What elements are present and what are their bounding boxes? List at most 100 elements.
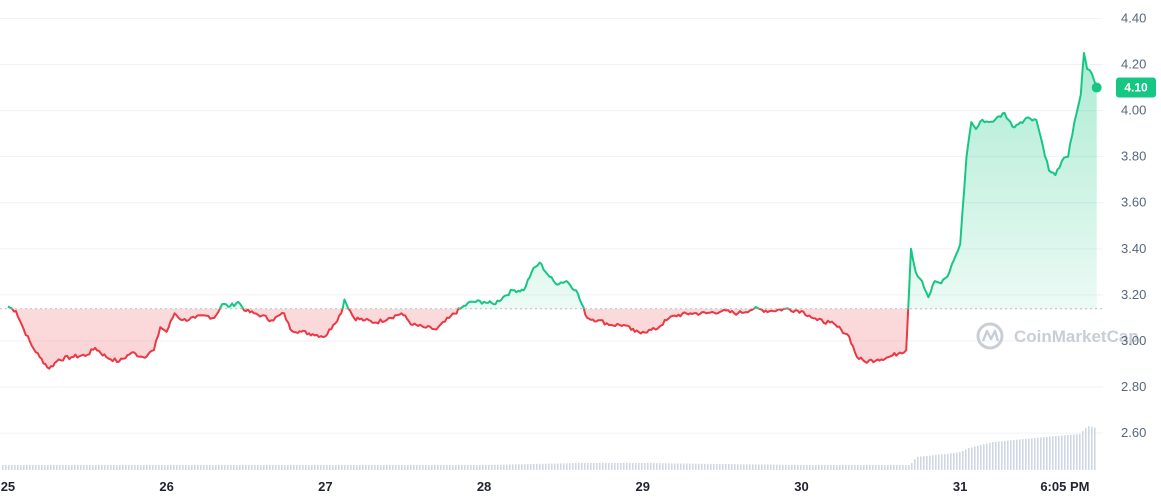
volume-bar — [14, 465, 16, 470]
volume-bar — [101, 465, 103, 470]
volume-bar — [215, 465, 217, 470]
volume-bar — [842, 465, 844, 470]
volume-bar — [854, 465, 856, 470]
volume-bar — [260, 465, 262, 470]
x-tick-label: 6:05 PM — [1040, 479, 1089, 494]
volume-bar — [146, 465, 148, 470]
volume-bar — [239, 465, 241, 470]
y-tick-label: 3.40 — [1121, 241, 1146, 256]
volume-bar — [41, 465, 43, 470]
volume-bar — [905, 465, 907, 470]
volume-bar — [389, 465, 391, 470]
volume-bar — [470, 465, 472, 470]
volume-bar — [830, 465, 832, 470]
volume-bar — [752, 464, 754, 470]
volume-bar — [635, 463, 637, 470]
volume-bar — [827, 465, 829, 470]
volume-bar — [710, 463, 712, 470]
y-tick-label: 2.60 — [1121, 425, 1146, 440]
volume-bar — [1076, 434, 1078, 470]
volume-bar — [227, 465, 229, 470]
volume-bar — [1085, 428, 1087, 470]
volume-bar — [713, 463, 715, 470]
volume-bar — [1079, 434, 1081, 470]
volume-bar — [77, 465, 79, 470]
volume-bar — [695, 463, 697, 470]
volume-bar — [281, 465, 283, 470]
volume-bar — [386, 465, 388, 470]
volume-bar — [590, 463, 592, 470]
volume-bar — [656, 463, 658, 470]
y-tick-label: 4.20 — [1121, 57, 1146, 72]
volume-bar — [182, 465, 184, 470]
volume-bar — [293, 465, 295, 470]
volume-bar — [662, 463, 664, 470]
volume-bar — [1025, 438, 1027, 470]
volume-bar — [314, 465, 316, 470]
x-tick-label: 29 — [636, 479, 650, 494]
volume-bar — [728, 464, 730, 470]
volume-bar — [989, 442, 991, 470]
volume-bar — [812, 465, 814, 470]
volume-bar — [686, 463, 688, 470]
volume-bar — [533, 463, 535, 470]
volume-bar — [455, 465, 457, 470]
volume-bar — [560, 463, 562, 470]
volume-bar — [530, 464, 532, 470]
volume-bar — [902, 465, 904, 470]
volume-bar — [335, 465, 337, 470]
volume-bar — [779, 464, 781, 470]
volume-bar — [566, 463, 568, 470]
volume-bar — [809, 465, 811, 470]
volume-bar — [404, 465, 406, 470]
x-tick-label: 27 — [318, 479, 332, 494]
volume-bar — [338, 465, 340, 470]
volume-bar — [143, 465, 145, 470]
volume-bar — [674, 463, 676, 470]
volume-bar — [383, 465, 385, 470]
volume-bar — [107, 465, 109, 470]
volume-bar — [197, 465, 199, 470]
volume-bars — [2, 426, 1096, 470]
volume-bar — [188, 465, 190, 470]
volume-bar — [86, 465, 88, 470]
volume-bar — [641, 463, 643, 470]
volume-bar — [1028, 438, 1030, 470]
volume-bar — [407, 465, 409, 470]
volume-bar — [887, 465, 889, 470]
x-tick-label: 30 — [794, 479, 808, 494]
volume-bar — [539, 463, 541, 470]
volume-bar — [725, 464, 727, 470]
volume-bar — [581, 463, 583, 470]
volume-bar — [209, 465, 211, 470]
volume-bar — [341, 465, 343, 470]
volume-bar — [5, 465, 7, 470]
volume-bar — [671, 463, 673, 470]
volume-bar — [266, 465, 268, 470]
volume-bar — [212, 465, 214, 470]
current-price-label: 4.10 — [1124, 81, 1148, 95]
volume-bar — [398, 465, 400, 470]
volume-bar — [434, 465, 436, 470]
volume-bar — [968, 448, 970, 470]
volume-bar — [1022, 439, 1024, 470]
current-price-dot[interactable] — [1091, 82, 1102, 93]
volume-bar — [137, 465, 139, 470]
volume-bar — [269, 465, 271, 470]
volume-bar — [263, 465, 265, 470]
volume-bar — [1037, 437, 1039, 470]
volume-bar — [512, 464, 514, 470]
volume-bar — [242, 465, 244, 470]
volume-bar — [557, 463, 559, 470]
volume-bar — [974, 446, 976, 470]
volume-bar — [332, 465, 334, 470]
volume-bar — [56, 465, 58, 470]
grid-lines — [0, 17, 1103, 434]
volume-bar — [755, 464, 757, 470]
volume-bar — [923, 456, 925, 470]
volume-bar — [23, 465, 25, 470]
volume-bar — [329, 465, 331, 470]
volume-bar — [284, 465, 286, 470]
